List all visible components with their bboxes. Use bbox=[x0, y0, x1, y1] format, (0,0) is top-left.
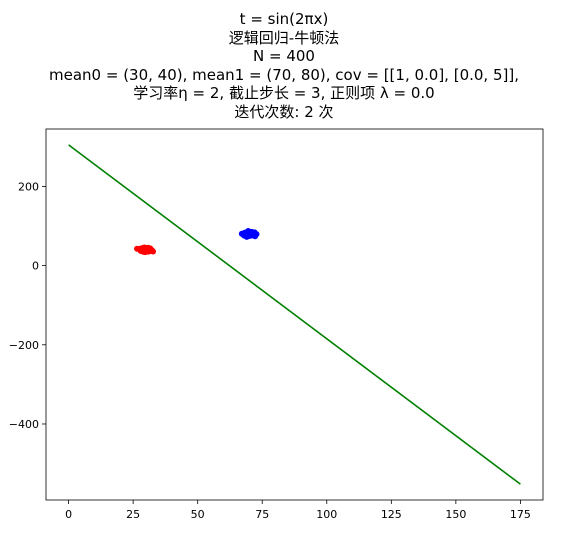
x-tick-label: 100 bbox=[316, 508, 337, 521]
title-line-4: mean0 = (30, 40), mean1 = (70, 80), cov … bbox=[49, 65, 519, 84]
plot-frame bbox=[45, 128, 544, 501]
scatter-point-series-0 bbox=[134, 245, 141, 252]
scatter-point-series-0 bbox=[141, 246, 148, 253]
scatter-point-series-0 bbox=[150, 248, 157, 255]
x-axis: 0 25 50 75 100 125 150 175 bbox=[65, 500, 531, 521]
title-line-2: 逻辑回归-牛顿法 bbox=[228, 28, 340, 47]
y-tick-label: 200 bbox=[18, 180, 39, 193]
title-line-6: 迭代次数: 2 次 bbox=[234, 102, 334, 121]
x-tick-label: 150 bbox=[445, 508, 466, 521]
x-tick-label: 25 bbox=[126, 508, 140, 521]
decision-boundary-line bbox=[68, 144, 521, 485]
y-tick-label: −200 bbox=[9, 339, 39, 352]
scatter-point-series-1 bbox=[245, 229, 252, 236]
plot-marks bbox=[68, 144, 521, 485]
y-tick-label: −400 bbox=[9, 418, 39, 431]
x-tick-label: 175 bbox=[510, 508, 531, 521]
x-tick-label: 75 bbox=[255, 508, 269, 521]
x-tick-label: 50 bbox=[191, 508, 205, 521]
x-tick-label: 125 bbox=[381, 508, 402, 521]
y-axis: −400 −200 0 200 bbox=[9, 180, 46, 431]
chart-title: t = sin(2πx) 逻辑回归-牛顿法 N = 400 mean0 = (3… bbox=[0, 10, 568, 122]
title-line-1: t = sin(2πx) bbox=[239, 10, 329, 28]
title-line-5: 学习率η = 2, 截止步长 = 3, 正则项 λ = 0.0 bbox=[133, 84, 435, 103]
title-line-3: N = 400 bbox=[253, 47, 315, 66]
y-tick-label: 0 bbox=[32, 260, 39, 273]
x-tick-label: 0 bbox=[65, 508, 72, 521]
